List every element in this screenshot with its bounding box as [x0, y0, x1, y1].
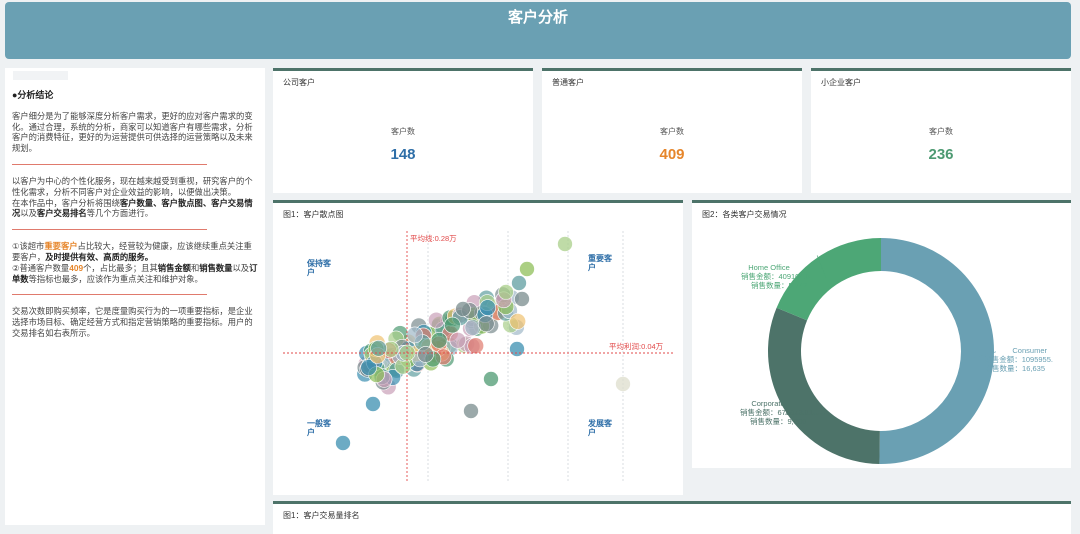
scatter-point [616, 377, 631, 392]
scatter-point [480, 300, 496, 316]
donut-label-sales: 销售金额：1095955. [984, 354, 1053, 364]
analysis-paragraph-6: 交易次数即购买频率，它是度量购买行为的一项重要指标，是企业选择市场目标、确定经营… [12, 306, 260, 338]
scatter-point [468, 338, 484, 354]
divider [12, 294, 207, 295]
kpi-value: 409 [542, 146, 802, 163]
donut-label-name: Consumer [1012, 346, 1047, 355]
scatter-point [418, 346, 434, 362]
header-banner: 客户分析 [5, 2, 1071, 59]
scatter-point [558, 237, 573, 252]
avg-profit-label: 平均利润:0.04万 [609, 341, 664, 351]
page-title: 客户分析 [5, 6, 1071, 27]
analysis-paragraph-5: ②普通客户数量409个，占比最多；且其销售金额和销售数量以及订单数等指标也最多，… [12, 263, 260, 285]
rank-title: 图1：客户交易量排名 [283, 510, 359, 521]
kpi-card-consumer[interactable]: 普通客户 客户数 409 [542, 68, 802, 193]
scatter-dots [336, 237, 631, 451]
scatter-point [407, 327, 423, 343]
divider [12, 229, 207, 230]
avg-sales-label: 平均线:0.28万 [410, 233, 457, 243]
donut-label-sales: 销售金额：676973.61 [740, 407, 813, 417]
scatter-point [520, 262, 535, 277]
kpi-value: 148 [273, 146, 533, 163]
kpi-sublabel: 客户数 [542, 126, 802, 137]
donut-label-sales: 销售金额：409104.0 [741, 271, 810, 281]
scatter-point [510, 313, 526, 329]
analysis-panel: ●分析结论 客户细分是为了能够深度分析客户需求，更好的应对客户需求的变化。通过合… [5, 68, 265, 525]
scatter-point [512, 276, 527, 291]
quadrant-label-retain: 保持客户 [306, 258, 332, 277]
kpi-card-small-business[interactable]: 小企业客户 客户数 236 [811, 68, 1071, 193]
kpi-card-corporate[interactable]: 公司客户 客户数 148 [273, 68, 533, 193]
donut-slice-1 [768, 308, 880, 464]
kpi-label: 小企业客户 [821, 77, 861, 88]
scatter-point [371, 340, 387, 356]
analysis-paragraph-1: 客户细分是为了能够深度分析客户需求，更好的应对客户需求的变化。通过合理，系统的分… [12, 111, 260, 154]
quadrant-label-develop: 发展客户 [587, 418, 613, 437]
kpi-label: 普通客户 [552, 77, 584, 88]
kpi-value: 236 [811, 146, 1071, 163]
scatter-point [444, 317, 460, 333]
donut-label-qty: 销售数量：9,800 [750, 416, 806, 426]
scatter-panel: 图1：客户散点图 平均线:0.28万 平均利润:0.04万 保持客户 重要客户 … [273, 200, 683, 495]
quadrant-label-important: 重要客户 [588, 253, 613, 272]
analysis-paragraph-4: ①该超市重要客户占比较大，经营较为健康，应该继续重点关注重要客户，及时提供有效、… [12, 241, 260, 263]
divider [12, 164, 207, 165]
scatter-point [428, 312, 444, 328]
analysis-paragraph-3: 在本作品中，客户分析将围绕客户数量、客户散点图、客户交易情况以及客户交易排名等几… [12, 198, 260, 220]
scatter-point [484, 372, 499, 387]
scatter-plot[interactable]: 平均线:0.28万 平均利润:0.04万 保持客户 重要客户 一般客户 发展客户 [273, 203, 683, 495]
kpi-sublabel: 客户数 [273, 126, 533, 137]
scatter-point [336, 436, 351, 451]
scatter-point [464, 404, 479, 419]
scatter-point [499, 285, 514, 300]
donut-label-qty: 销售数量：16,635 [985, 363, 1045, 373]
scatter-point [450, 332, 466, 348]
blurred-label [13, 71, 68, 80]
donut-label-qty: 销售数量：5,742 [751, 280, 807, 290]
donut-label-name: Corporate [751, 399, 784, 408]
kpi-sublabel: 客户数 [811, 126, 1071, 137]
scatter-point [510, 342, 525, 357]
donut-slice-0 [879, 238, 994, 464]
analysis-text: ●分析结论 客户细分是为了能够深度分析客户需求，更好的应对客户需求的变化。通过合… [12, 90, 260, 339]
scatter-point [456, 302, 471, 317]
scatter-point [366, 397, 381, 412]
analysis-heading: ●分析结论 [12, 90, 260, 101]
scatter-point [431, 332, 447, 348]
quadrant-label-general: 一般客户 [307, 418, 332, 437]
rank-panel: 图1：客户交易量排名 [273, 501, 1071, 534]
scatter-point [515, 292, 530, 307]
analysis-paragraph-2: 以客户为中心的个性化服务，现在越来越受到重视，研究客户的个性化需求，分析不同客户… [12, 176, 260, 198]
donut-label-name: Home Office [748, 263, 790, 272]
scatter-point [478, 316, 494, 332]
kpi-label: 公司客户 [283, 77, 315, 88]
